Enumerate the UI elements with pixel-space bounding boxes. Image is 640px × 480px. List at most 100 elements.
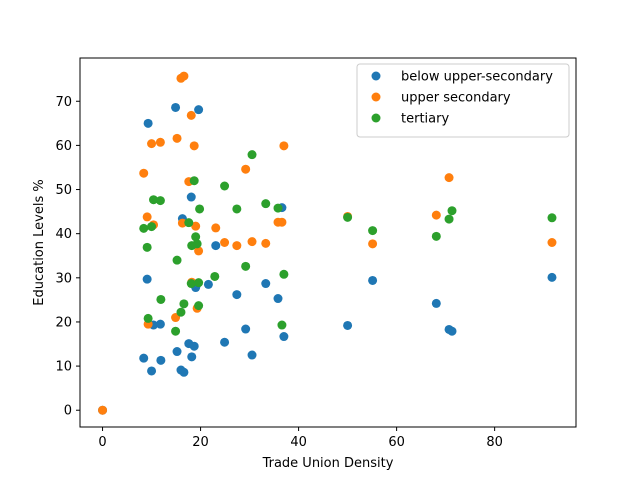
point-upper-secondary-21 — [232, 241, 242, 251]
point-tertiary-2 — [143, 313, 153, 323]
point-below-upper-secondary-21 — [211, 241, 221, 251]
point-tertiary-19 — [194, 301, 204, 311]
point-below-upper-secondary-6 — [155, 319, 165, 329]
point-below-upper-secondary-7 — [156, 355, 166, 365]
point-below-upper-secondary-3 — [143, 118, 153, 128]
point-below-upper-secondary-16 — [189, 341, 199, 351]
legend-marker-below-upper-secondary — [371, 71, 381, 81]
point-upper-secondary-27 — [279, 141, 289, 151]
point-below-upper-secondary-2 — [142, 274, 152, 284]
y-tick-label-5: 50 — [55, 183, 72, 198]
point-below-upper-secondary-24 — [241, 324, 251, 334]
point-tertiary-14 — [189, 176, 199, 186]
y-tick-label-3: 30 — [55, 271, 72, 286]
point-upper-secondary-20 — [220, 238, 230, 247]
point-below-upper-secondary-15 — [187, 352, 197, 362]
point-upper-secondary-6 — [155, 137, 165, 147]
point-below-upper-secondary-23 — [232, 290, 242, 300]
point-tertiary-6 — [156, 294, 166, 304]
point-below-upper-secondary-12 — [179, 367, 189, 377]
point-below-upper-secondary-34 — [447, 326, 457, 336]
y-tick-label-2: 20 — [55, 315, 72, 330]
point-tertiary-23 — [241, 261, 251, 271]
y-tick-label-0: 0 — [64, 404, 72, 419]
point-tertiary-11 — [184, 218, 194, 228]
point-tertiary-17 — [194, 278, 204, 288]
point-below-upper-secondary-35 — [547, 272, 557, 282]
point-tertiary-1 — [142, 242, 152, 252]
x-tick-label-2: 40 — [290, 435, 307, 450]
y-tick-label-6: 60 — [55, 139, 72, 154]
point-tertiary-30 — [368, 226, 378, 236]
point-upper-secondary-15 — [189, 141, 199, 151]
point-upper-secondary-13 — [186, 110, 196, 120]
point-tertiary-28 — [279, 269, 289, 279]
point-upper-secondary-1 — [139, 168, 149, 178]
x-tick-label-1: 20 — [192, 435, 209, 450]
point-tertiary-29 — [343, 212, 353, 222]
point-tertiary-4 — [149, 195, 159, 205]
point-tertiary-34 — [547, 213, 557, 223]
point-tertiary-20 — [210, 271, 220, 281]
point-tertiary-31 — [431, 231, 441, 241]
point-below-upper-secondary-9 — [172, 347, 182, 357]
point-tertiary-0 — [139, 223, 149, 233]
point-tertiary-3 — [147, 222, 157, 232]
point-tertiary-8 — [172, 255, 182, 265]
x-tick-label-3: 60 — [388, 435, 405, 450]
point-upper-secondary-8 — [172, 133, 182, 143]
point-tertiary-24 — [247, 150, 257, 160]
point-upper-secondary-32 — [547, 238, 557, 247]
y-axis: 0 10 20 30 40 50 60 70 — [55, 95, 80, 419]
point-below-upper-secondary-4 — [147, 366, 157, 376]
point-below-upper-secondary-8 — [171, 102, 181, 112]
point-tertiary-32 — [444, 214, 454, 224]
point-below-upper-secondary-32 — [431, 298, 441, 308]
point-upper-secondary-26 — [277, 217, 287, 227]
point-upper-secondary-30 — [431, 210, 441, 220]
point-upper-secondary-18 — [194, 246, 204, 256]
y-tick-label-7: 70 — [55, 95, 72, 110]
point-tertiary-7 — [171, 326, 181, 336]
y-tick-label-4: 40 — [55, 227, 72, 242]
point-below-upper-secondary-27 — [273, 294, 283, 304]
point-tertiary-26 — [273, 203, 283, 213]
data-points — [98, 71, 557, 415]
x-tick-label-0: 0 — [98, 435, 106, 450]
point-upper-secondary-23 — [247, 237, 257, 247]
point-upper-secondary-16 — [191, 221, 201, 231]
point-upper-secondary-31 — [444, 173, 454, 183]
point-tertiary-12 — [186, 279, 196, 289]
legend-label-upper-secondary: upper secondary — [401, 91, 511, 106]
point-tertiary-5 — [155, 196, 165, 206]
point-upper-secondary-4 — [147, 139, 157, 149]
point-tertiary-21 — [220, 181, 230, 191]
point-upper-secondary-22 — [241, 164, 251, 174]
point-tertiary-25 — [261, 199, 271, 209]
point-below-upper-secondary-29 — [279, 332, 289, 342]
point-upper-secondary-24 — [261, 238, 271, 248]
y-axis-label: Education Levels % — [32, 179, 47, 305]
point-below-upper-secondary-31 — [368, 275, 378, 285]
point-tertiary-18 — [195, 204, 205, 214]
point-upper-secondary-0 — [98, 405, 108, 415]
legend-marker-tertiary — [371, 113, 381, 123]
legend-label-below-upper-secondary: below upper-secondary — [401, 70, 553, 85]
point-tertiary-27 — [277, 320, 287, 330]
point-below-upper-secondary-20 — [203, 279, 213, 289]
point-tertiary-10 — [179, 299, 189, 309]
legend-marker-upper-secondary — [371, 92, 381, 102]
point-below-upper-secondary-22 — [220, 337, 230, 347]
point-below-upper-secondary-30 — [343, 320, 353, 330]
point-upper-secondary-2 — [142, 212, 152, 222]
x-axis: 0 20 40 60 80 — [98, 427, 503, 450]
point-tertiary-22 — [232, 204, 242, 214]
point-below-upper-secondary-1 — [139, 353, 149, 363]
y-tick-label-1: 10 — [55, 360, 72, 375]
point-tertiary-33 — [447, 206, 457, 216]
legend: below upper-secondary upper secondary tert… — [356, 63, 570, 138]
point-upper-secondary-11 — [179, 71, 189, 81]
point-upper-secondary-19 — [211, 223, 221, 233]
plot-frame — [79, 57, 577, 428]
